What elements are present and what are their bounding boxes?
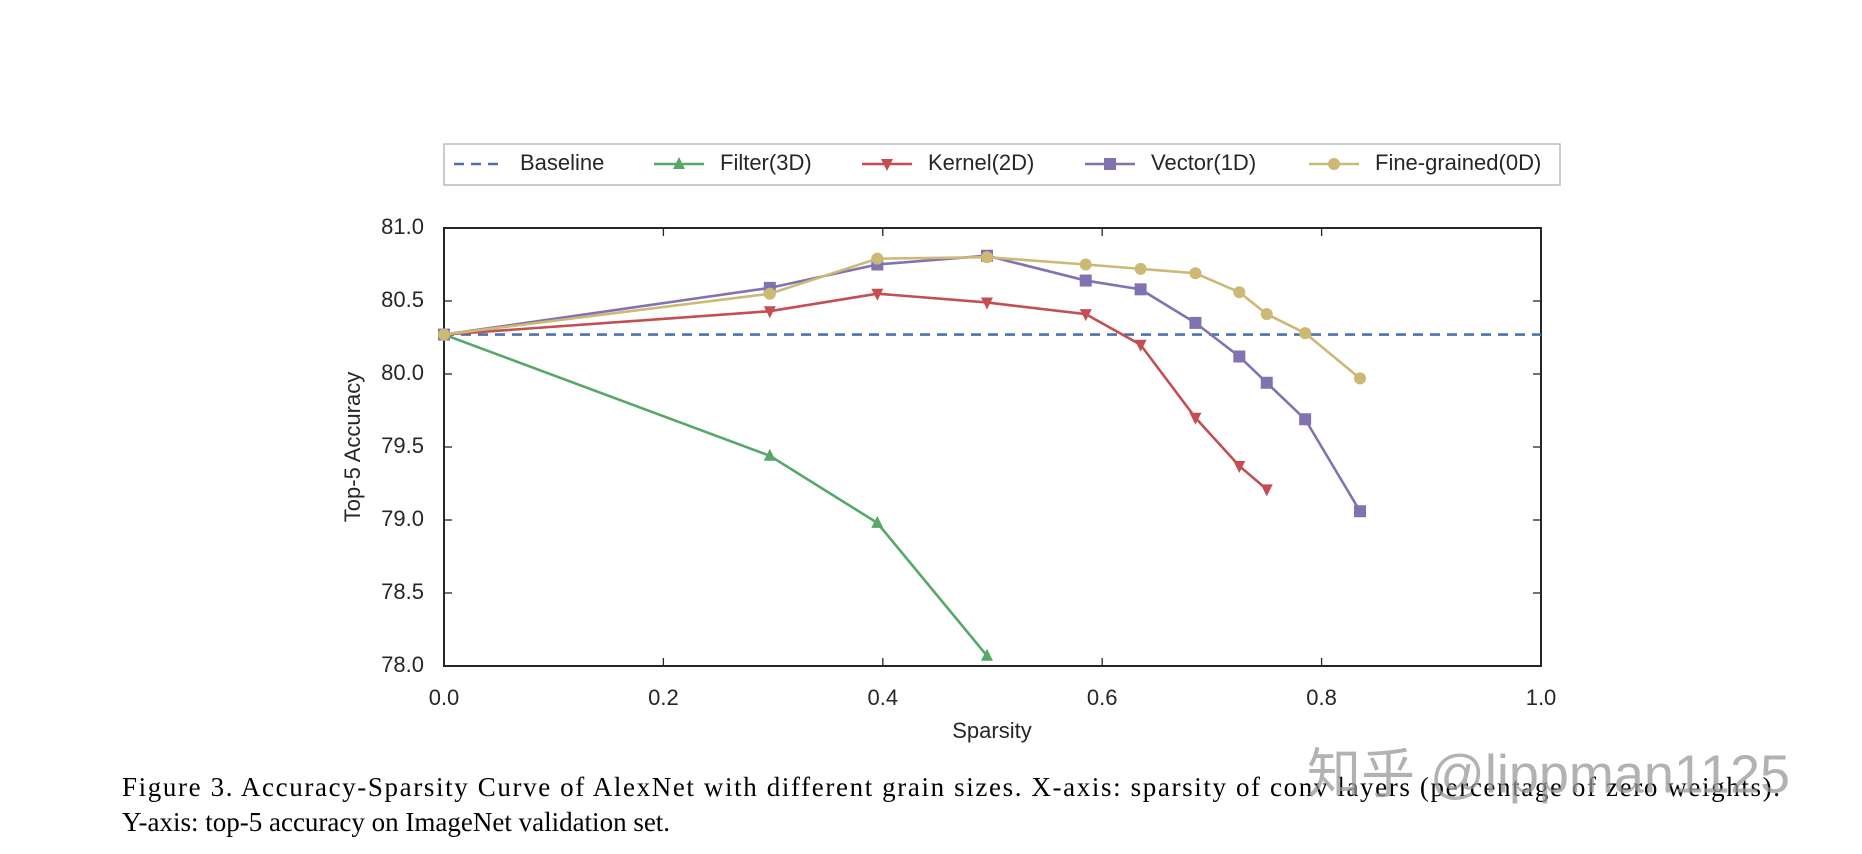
y-tick-label: 80.0	[381, 360, 424, 385]
legend-marker	[1328, 158, 1340, 170]
point	[1134, 262, 1147, 275]
watermark: 知乎 @lippman1125	[1307, 744, 1790, 804]
y-tick-label: 78.0	[381, 652, 424, 677]
x-axis-label: Sparsity	[952, 718, 1031, 743]
legend-label: Filter(3D)	[720, 150, 812, 175]
point	[981, 297, 994, 310]
y-tick-label: 78.5	[381, 579, 424, 604]
legend-label: Kernel(2D)	[928, 150, 1034, 175]
legend-marker	[1104, 158, 1116, 170]
x-tick-label: 0.2	[648, 685, 679, 710]
legend-label: Vector(1D)	[1151, 150, 1256, 175]
legend-label: Baseline	[520, 150, 604, 175]
point	[871, 288, 884, 301]
point	[981, 648, 994, 661]
point	[1189, 267, 1202, 280]
x-tick-label: 0.4	[868, 685, 899, 710]
y-tick-label: 81.0	[381, 214, 424, 239]
point	[1233, 350, 1246, 363]
point	[1233, 460, 1246, 473]
point	[1134, 283, 1147, 296]
point	[438, 328, 450, 341]
point	[1299, 327, 1312, 340]
x-tick-label: 0.6	[1087, 685, 1118, 710]
point	[1260, 484, 1273, 497]
point	[1189, 316, 1202, 329]
series-line	[443, 255, 1361, 380]
point	[1079, 274, 1092, 287]
x-tick-label: 1.0	[1526, 685, 1557, 710]
y-tick-label: 79.5	[381, 433, 424, 458]
caption-line: Y-axis: top-5 accuracy on ImageNet valid…	[122, 807, 670, 837]
y-tick-label: 80.5	[381, 287, 424, 312]
series-line	[443, 333, 989, 657]
point	[1079, 309, 1092, 322]
series-line	[443, 254, 1362, 512]
point	[981, 251, 994, 264]
point	[1260, 376, 1273, 389]
legend-marker	[881, 159, 893, 171]
series-line	[443, 292, 1268, 491]
point	[1353, 505, 1366, 518]
plot-frame	[443, 227, 1542, 667]
point	[1260, 308, 1273, 321]
point	[871, 252, 884, 265]
point	[1189, 412, 1202, 425]
point	[1079, 258, 1092, 271]
y-tick-label: 79.0	[381, 506, 424, 531]
legend-marker	[673, 157, 685, 169]
point	[1134, 339, 1147, 352]
legend-box	[443, 143, 1561, 186]
legend-label: Fine-grained(0D)	[1375, 150, 1541, 175]
point	[763, 287, 776, 300]
y-axis-label: Top-5 Accuracy	[340, 372, 365, 522]
point	[1299, 413, 1312, 426]
x-tick-label: 0.8	[1306, 685, 1337, 710]
point	[871, 515, 884, 528]
x-tick-label: 0.0	[429, 685, 460, 710]
point	[1233, 286, 1246, 299]
point	[763, 448, 776, 461]
point	[1353, 372, 1366, 385]
point	[763, 306, 776, 319]
